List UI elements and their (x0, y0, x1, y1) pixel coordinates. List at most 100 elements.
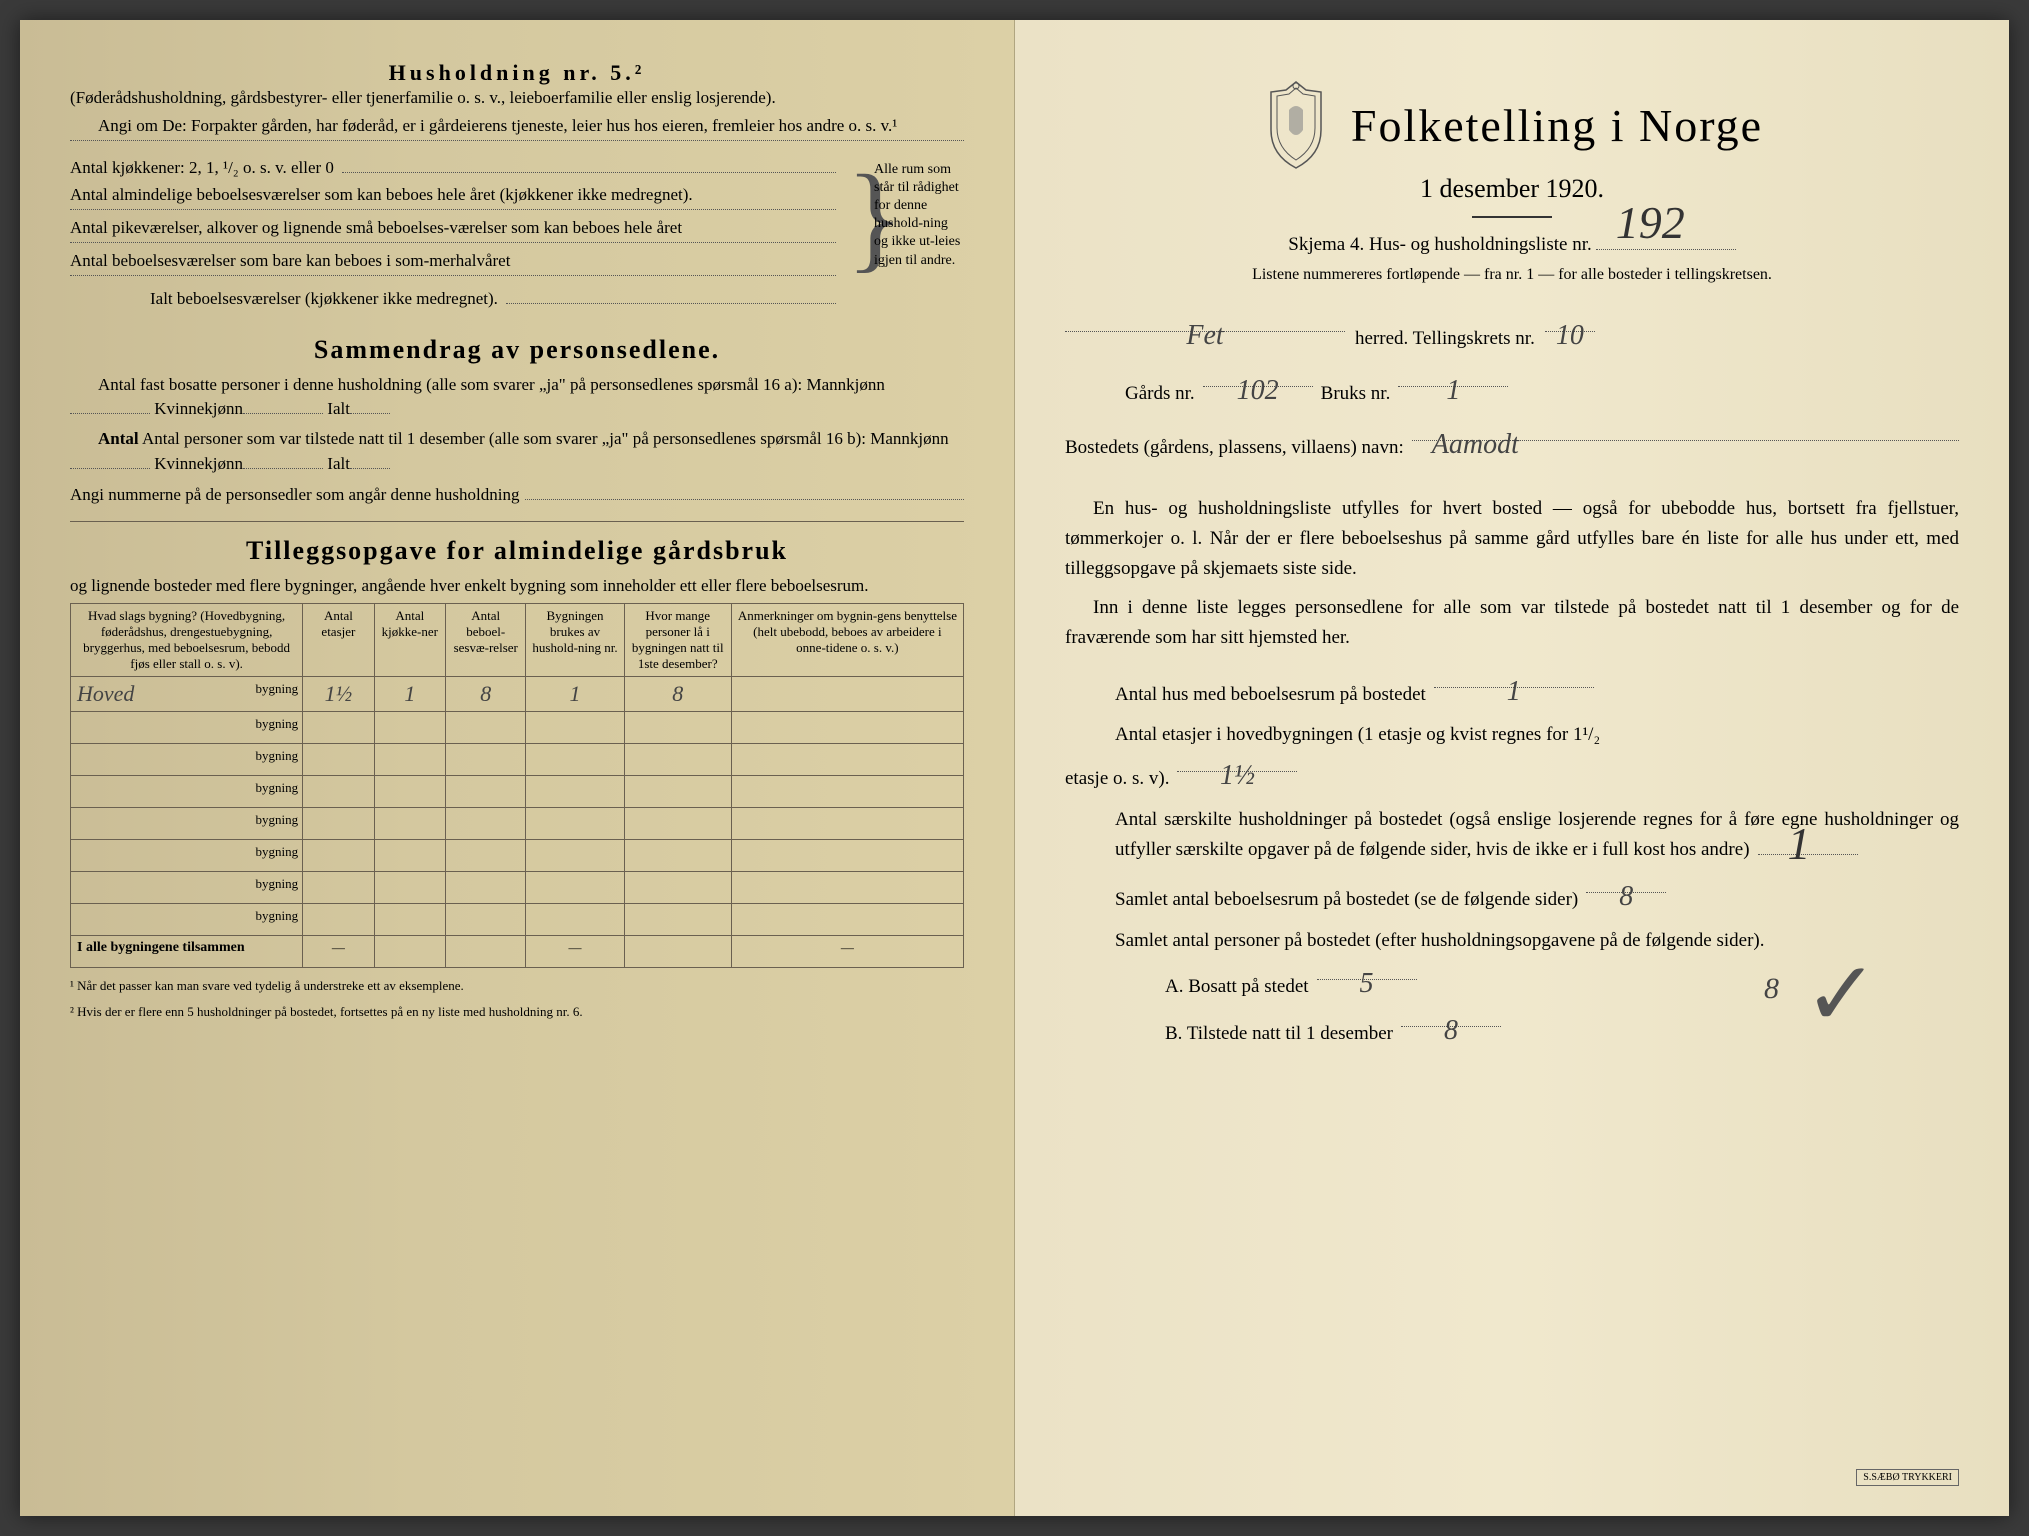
listene-text: Listene nummereres fortløpende — fra nr.… (1065, 266, 1959, 284)
fill: 1 (1758, 837, 1858, 855)
total-label: I alle bygningene tilsammen (71, 936, 303, 968)
kv: Kvinnekjønn (154, 399, 243, 418)
fill: 8 (1401, 1009, 1501, 1027)
lB-hw: 8 (1444, 1015, 1458, 1046)
line-ialt: Ialt beboelsesværelser (kjøkkener ikke m… (150, 287, 498, 311)
bygning-label: bygning (256, 681, 299, 696)
table-row: bygning (71, 808, 964, 840)
th-3: Antal beboel-sesvæ-relser (446, 604, 526, 677)
table-row: bygning (71, 744, 964, 776)
hoved-hw: Hoved (77, 681, 134, 707)
rooms-lines: Antal kjøkkener: 2, 1, ¹/₂ o. s. v. elle… (70, 151, 836, 315)
th-5: Hvor mange personer lå i bygningen natt … (624, 604, 731, 677)
side-hw: 8 (1764, 972, 1779, 1006)
bygning-label: bygning (71, 840, 303, 872)
l1-hw: 1 (1507, 676, 1521, 707)
fill: 8 (1586, 875, 1666, 893)
building-table: Hvad slags bygning? (Hovedbygning, føder… (70, 603, 964, 968)
bygning-label: bygning (71, 872, 303, 904)
p1: En hus- og husholdningsliste utfylles fo… (1065, 494, 1959, 585)
gards-label: Gårds nr. (1125, 379, 1195, 409)
th-2: Antal kjøkke-ner (374, 604, 445, 677)
cell: 8 (446, 677, 526, 712)
fill: 10 (1545, 314, 1595, 332)
fill: Fet (1065, 314, 1345, 332)
paragraph-2: Angi om De: Forpakter gården, har føderå… (70, 114, 964, 138)
th-6: Anmerkninger om bygnin-gens benyttelse (… (731, 604, 963, 677)
kv2: Kvinnekjønn (154, 454, 243, 473)
divider (70, 140, 964, 141)
fill (350, 396, 390, 414)
cell (731, 677, 963, 712)
table-row: Hoved bygning 1½ 1 8 1 8 (71, 677, 964, 712)
fill (70, 451, 150, 469)
bruks-hw: 1 (1446, 375, 1460, 406)
fill: Aamodt (1412, 423, 1959, 441)
bygning-label: bygning (71, 808, 303, 840)
fill (525, 482, 964, 500)
herred-label: herred. Tellingskrets nr. (1355, 324, 1535, 354)
tillegg-title: Tilleggsopgave for almindelige gårdsbruk (70, 536, 964, 566)
s1: Antal fast bosatte personer i denne hush… (98, 375, 885, 394)
fill: 1 (1434, 670, 1594, 688)
table-row: bygning (71, 712, 964, 744)
household-heading: Husholdning nr. 5.² (70, 60, 964, 86)
line-sommer: Antal beboelsesværelser som bare kan beb… (70, 249, 836, 273)
l3-hw: 1 (1788, 807, 1811, 881)
krets-hw: 10 (1556, 320, 1584, 351)
fill (506, 286, 836, 304)
line-pike: Antal pikeværelser, alkover og lignende … (70, 216, 836, 240)
table-row: bygning (71, 840, 964, 872)
cell: 8 (624, 677, 731, 712)
th-0: Hvad slags bygning? (Hovedbygning, føder… (71, 604, 303, 677)
footnote-2: ² Hvis der er flere enn 5 husholdninger … (70, 1004, 964, 1020)
fill: 192 (1596, 232, 1736, 250)
fill (70, 396, 150, 414)
fill: 5 (1317, 962, 1417, 980)
bygning-label: bygning (71, 712, 303, 744)
l2b: etasje o. s. v). (1065, 764, 1169, 794)
line-kitchen: Antal kjøkkener: 2, 1, ¹/₂ o. s. v. elle… (70, 156, 334, 180)
dash: — (731, 936, 963, 968)
cell: 1½ (303, 677, 374, 712)
fill (350, 451, 390, 469)
s3: Angi nummerne på de personsedler som ang… (70, 483, 519, 507)
ialt2: Ialt (327, 454, 350, 473)
dash: — (303, 936, 374, 968)
skjema-line: Skjema 4. Hus- og husholdningsliste nr. … (1065, 230, 1959, 260)
th-1: Antal etasjer (303, 604, 374, 677)
fill (70, 275, 836, 276)
document-spread: Husholdning nr. 5.² (Føderådshusholdning… (20, 20, 2009, 1516)
cell: 1 (374, 677, 445, 712)
cell: 1 (526, 677, 624, 712)
fill (243, 396, 323, 414)
bosted-hw: Aamodt (1432, 429, 1519, 460)
footnote-1: ¹ Når det passer kan man svare ved tydel… (70, 978, 964, 994)
main-title: Folketelling i Norge (1351, 99, 1763, 152)
right-page: Folketelling i Norge 1 desember 1920. Sk… (1015, 20, 2009, 1516)
l2-hw: 1½ (1220, 760, 1255, 791)
skjema-label: Skjema 4. Hus- og husholdningsliste nr. (1288, 234, 1591, 255)
left-page: Husholdning nr. 5.² (Føderådshusholdning… (20, 20, 1015, 1516)
fill: 1½ (1177, 754, 1297, 772)
rooms-block: Antal kjøkkener: 2, 1, ¹/₂ o. s. v. elle… (70, 151, 964, 315)
table-row: bygning (71, 776, 964, 808)
printer-stamp: S.SÆBØ TRYKKERI (1856, 1469, 1959, 1486)
bruks-label: Bruks nr. (1321, 379, 1391, 409)
tillegg-sub: og lignende bosteder med flere bygninger… (70, 574, 964, 598)
divider (1472, 216, 1552, 218)
title-row: Folketelling i Norge (1065, 80, 1959, 170)
p2: Inn i denne liste legges personsedlene f… (1065, 593, 1959, 654)
coat-of-arms-icon (1261, 80, 1331, 170)
herred-hw: Fet (1186, 320, 1223, 351)
table-row: bygning (71, 904, 964, 936)
fill: 102 (1203, 369, 1313, 387)
liste-nr-hw: 192 (1616, 196, 1685, 249)
form-fields: Fet herred. Tellingskrets nr. 10 Gårds n… (1065, 314, 1959, 463)
fill (342, 155, 836, 173)
sammendrag-title: Sammendrag av personsedlene. (70, 335, 964, 365)
fill (70, 209, 836, 210)
brace-text: Alle rum som står til rådighet for denne… (874, 151, 964, 315)
l2a: Antal etasjer i hovedbygningen (1 etasje… (1065, 720, 1959, 750)
gards-hw: 102 (1237, 375, 1279, 406)
